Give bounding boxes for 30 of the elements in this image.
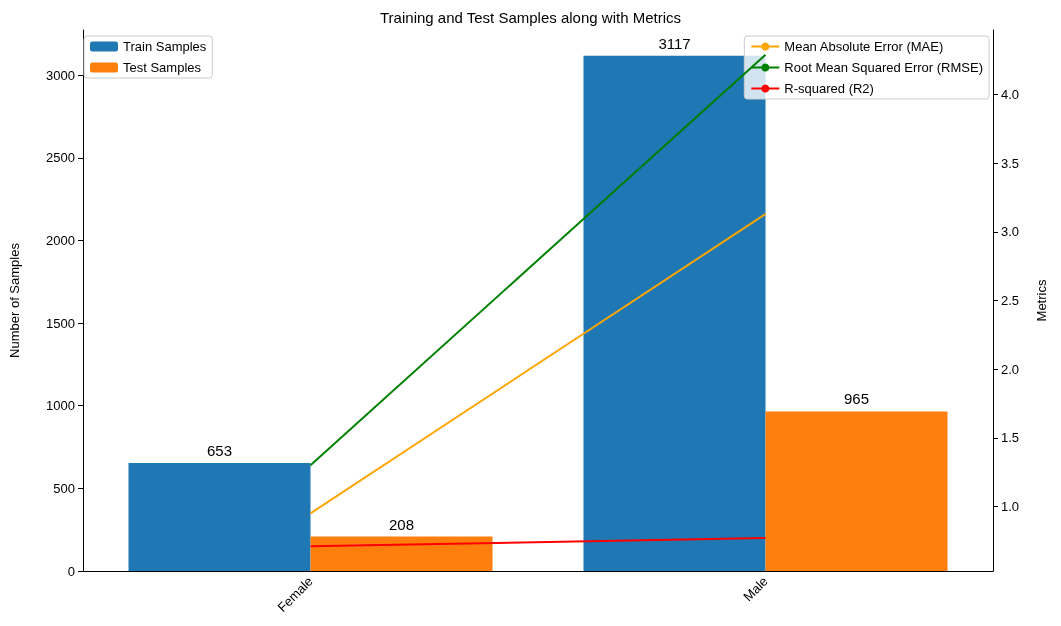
- y-tick-label: 2500: [46, 150, 75, 166]
- y-tick-label: 500: [53, 480, 75, 496]
- legend-label: R-squared (R2): [784, 81, 874, 96]
- legend-label: Mean Absolute Error (MAE): [784, 39, 944, 54]
- y-tick-label: 0: [67, 563, 75, 579]
- y2-tick-label: 2.5: [1001, 293, 1020, 308]
- y2-tick-label: 2.0: [1001, 361, 1020, 377]
- y-tick-label: 2000: [46, 232, 75, 248]
- bar: [128, 463, 311, 571]
- y-axis-title: Number of Samples: [7, 242, 22, 358]
- bar: [583, 55, 766, 571]
- bar: [310, 536, 493, 571]
- y2-tick-label: 3.0: [1001, 224, 1020, 240]
- legend-label: Train Samples: [123, 39, 207, 54]
- y-tick-label: 1000: [46, 398, 75, 414]
- y2-axis-title: Metrics: [1034, 279, 1049, 322]
- legend-label: Test Samples: [123, 60, 202, 75]
- y2-tick-label: 3.5: [1001, 155, 1020, 171]
- data-label: 965: [843, 390, 870, 408]
- legend-label: Root Mean Squared Error (RMSE): [784, 60, 984, 75]
- y2-tick-label: 1.0: [1001, 498, 1020, 514]
- data-label: 208: [388, 515, 415, 533]
- chart-title: Training and Test Samples along with Metrics: [380, 9, 681, 26]
- bar: [765, 411, 948, 571]
- data-label: 653: [206, 442, 233, 460]
- y2-tick-label: 1.5: [1001, 430, 1020, 446]
- y2-tick-label: 4.0: [1001, 87, 1020, 103]
- data-label: 3117: [658, 34, 691, 52]
- y-tick-label: 1500: [46, 315, 75, 331]
- y-tick-label: 3000: [46, 67, 75, 83]
